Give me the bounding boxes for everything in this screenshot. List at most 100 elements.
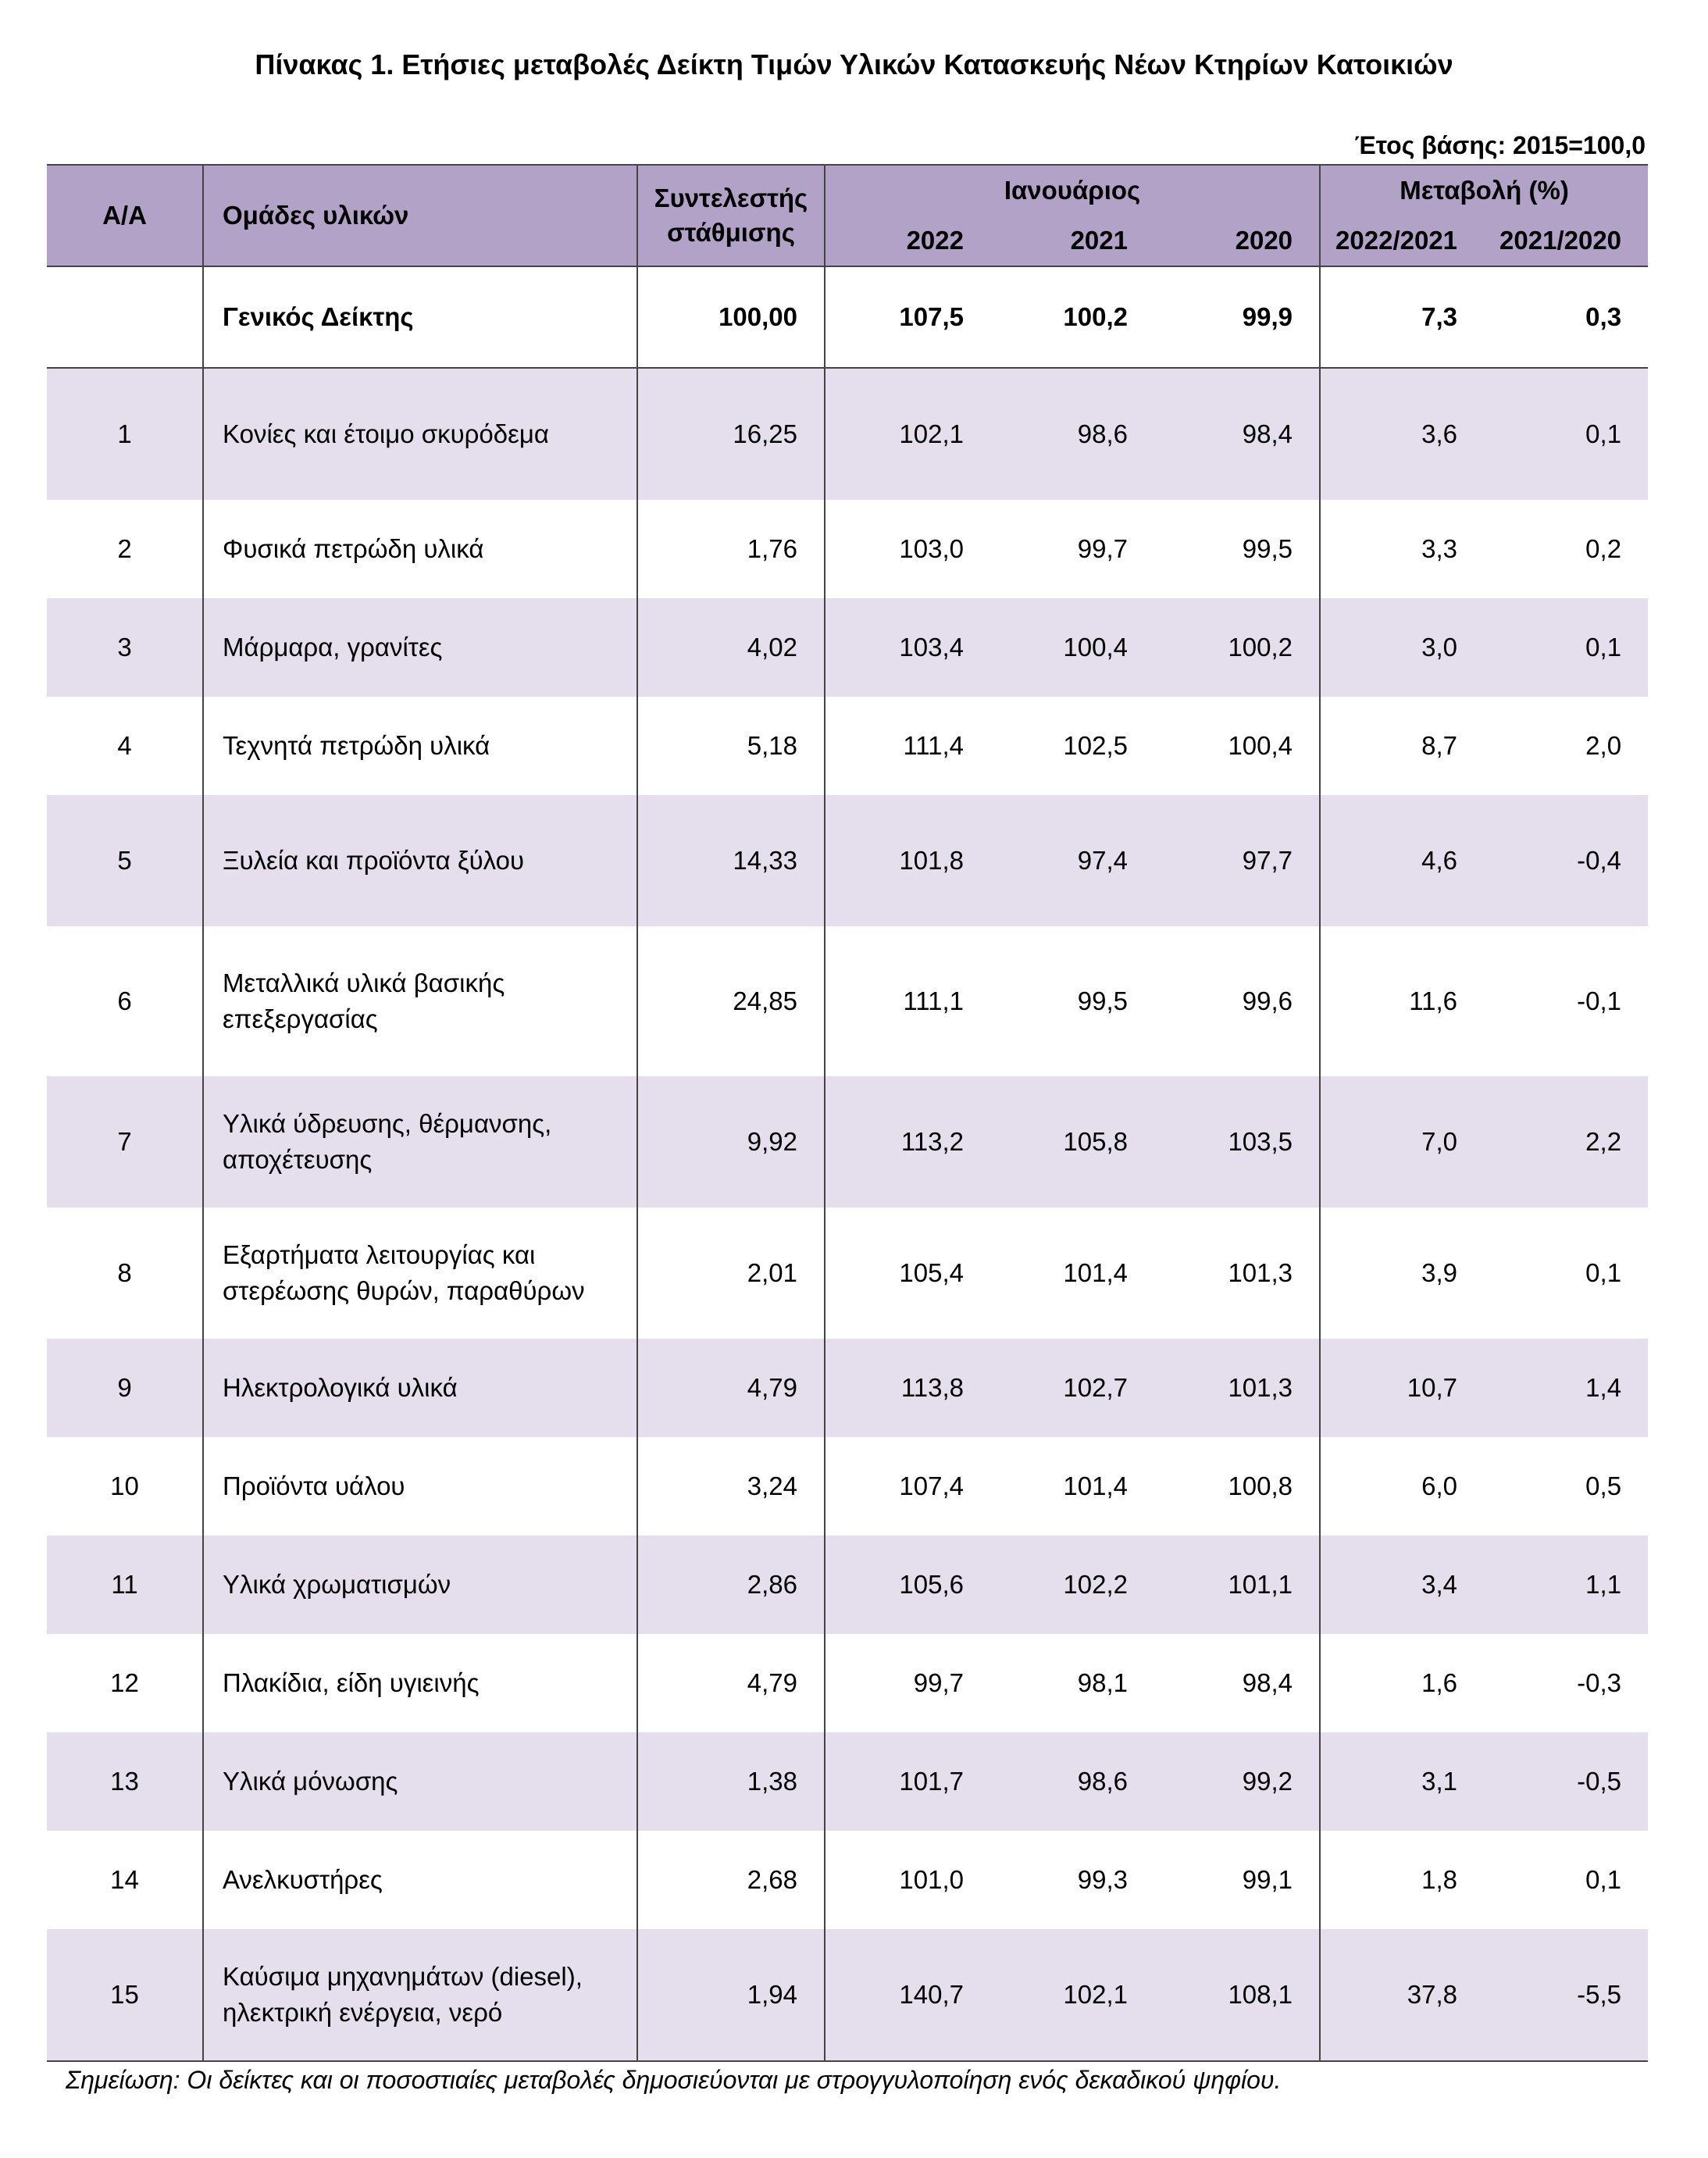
row-aa: 3 (47, 598, 203, 697)
row-change-2021-2020: 0,1 (1585, 1865, 1622, 1894)
table-row: 11 Υλικά χρωματισμών 2,86 105,6 102,2 101,1 3,… (47, 1536, 1649, 1634)
row-change-2022-2021: 6,0 (1319, 1437, 1485, 1536)
row-name: Φυσικά πετρώδη υλικά (202, 500, 637, 598)
row-change-2022-2021: 11,6 (1319, 926, 1485, 1076)
row-weight: 4,79 (636, 1634, 825, 1732)
row-2020: 99,2 (1154, 1732, 1321, 1831)
base-year-label: Έτος βάσης: 2015=100,0 (1354, 131, 1646, 159)
row-name-line1: Υλικά χρωματισμών (223, 1570, 451, 1599)
row-name-line1: Υλικά ύδρευσης, θέρμανσης, (223, 1109, 552, 1138)
row-2021: 105,8 (990, 1076, 1154, 1207)
row-aa: 2 (117, 534, 132, 563)
row-2022: 113,8 (824, 1339, 990, 1437)
general-change-2022-2021: 7,3 (1319, 266, 1485, 369)
row-name: Εξαρτήματα λειτουργίας και στερέωσης θυρώ… (202, 1207, 637, 1339)
table-row: 12 Πλακίδια, είδη υγιεινής 4,79 99,7 98,1 98,… (47, 1634, 1648, 1732)
header-aa: Α/Α (47, 165, 203, 266)
row-aa: 12 (110, 1668, 139, 1697)
row-name: Υλικά χρωματισμών (202, 1536, 637, 1634)
row-name: Ανελκυστήρες (202, 1831, 637, 1929)
header-change: Μεταβολή (%) (1319, 165, 1649, 216)
row-name: Πλακίδια, είδη υγιεινής (202, 1634, 637, 1732)
row-change-2022-2021: 3,6 (1319, 368, 1485, 500)
row-aa: 15 (47, 1929, 203, 2061)
row-name-line2: στερέωσης θυρών, παραθύρων (223, 1276, 585, 1305)
row-2022: 105,4 (824, 1207, 990, 1339)
row-change-2021-2020: 0,1 (1585, 1258, 1622, 1287)
table-row: 10 Προϊόντα υάλου 3,24 107,4 101,4 100,8 6,0 0,… (47, 1437, 1648, 1536)
row-name: Προϊόντα υάλου (202, 1437, 637, 1536)
row-weight: 2,68 (636, 1831, 825, 1929)
row-aa: 14 (110, 1865, 139, 1894)
row-aa: 7 (47, 1076, 203, 1207)
row-name: Καύσιμα μηχανημάτων (diesel), ηλεκτρική ε… (202, 1929, 637, 2061)
header-january: Ιανουάριος (823, 165, 1321, 216)
row-aa: 10 (110, 1471, 139, 1500)
general-weight: 100,00 (636, 266, 825, 369)
row-2021: 98,6 (990, 368, 1154, 500)
table-title: Πίνακας 1. Ετήσιες μεταβολές Δείκτη Τιμώ… (255, 48, 1453, 80)
table-row: 4 Τεχνητά πετρώδη υλικά 5,18 111,4 102,5 100,… (47, 697, 1648, 795)
row-2022: 103,4 (824, 598, 990, 697)
row-weight: 2,86 (636, 1536, 825, 1634)
row-2020: 101,3 (1228, 1258, 1293, 1287)
row-name-line1: Ανελκυστήρες (223, 1865, 383, 1894)
row-change-2021-2020: -0,3 (1577, 1668, 1622, 1697)
general-aa (47, 266, 203, 369)
table-row: 13 Υλικά μόνωσης 1,38 101,7 98,6 99,2 3,1 -0,5 (47, 1732, 1649, 1831)
header-weights: Συντελεστής στάθμισης (636, 165, 825, 266)
row-2020: 97,7 (1154, 795, 1321, 926)
general-index-row: Γενικός Δείκτης 100,00 107,5 100,2 99,9 … (47, 266, 1649, 369)
row-name-line1: Μεταλλικά υλικά βασικής (223, 968, 505, 997)
row-aa: 1 (47, 368, 203, 500)
general-name: Γενικός Δείκτης (202, 266, 637, 369)
row-weight: 24,85 (636, 926, 825, 1076)
row-change-2022-2021: 3,1 (1319, 1732, 1485, 1831)
table-row: 2 Φυσικά πετρώδη υλικά 1,76 103,0 99,7 99,5 3,… (47, 500, 1648, 598)
footnote: Σημείωση: Οι δείκτες και οι ποσοστιαίες … (66, 2066, 1282, 2094)
row-2020: 100,4 (1228, 731, 1293, 760)
row-weight: 2,01 (636, 1207, 825, 1339)
row-aa: 4 (117, 731, 132, 760)
row-weight: 14,33 (636, 795, 825, 926)
row-2022: 101,0 (824, 1831, 990, 1929)
row-change-2021-2020: 0,2 (1585, 534, 1622, 563)
header-change-2022-2021: 2022/2021 (1319, 216, 1485, 266)
row-2021: 102,2 (990, 1536, 1154, 1634)
row-change-2022-2021: 10,7 (1319, 1339, 1485, 1437)
table-row: 1 Κονίες και έτοιμο σκυρόδεμα 16,25 102,1 98… (47, 368, 1649, 500)
header-groups: Ομάδες υλικών (202, 165, 637, 266)
header-weights-line2: στάθμισης (667, 218, 795, 247)
row-2022: 113,2 (824, 1076, 990, 1207)
row-2020: 101,1 (1154, 1536, 1321, 1634)
row-change-2022-2021: 7,0 (1319, 1076, 1485, 1207)
row-name-line1: Εξαρτήματα λειτουργίας και (223, 1240, 536, 1269)
row-2021: 99,7 (1077, 534, 1128, 563)
row-name: Ξυλεία και προϊόντα ξύλου (202, 795, 637, 926)
row-change-2021-2020: 2,2 (1484, 1076, 1649, 1207)
row-change-2022-2021: 3,4 (1319, 1536, 1485, 1634)
row-name-line1: Κονίες και έτοιμο σκυρόδεμα (223, 419, 549, 448)
row-name: Υλικά μόνωσης (202, 1732, 637, 1831)
row-2020: 100,2 (1154, 598, 1321, 697)
row-2021: 99,3 (1077, 1865, 1128, 1894)
row-aa: 6 (117, 986, 132, 1015)
row-name-line2: επεξεργασίας (223, 1004, 378, 1033)
row-name-line1: Καύσιμα μηχανημάτων (diesel), (223, 1962, 583, 1991)
row-2021: 98,1 (1077, 1668, 1128, 1697)
table-row: 7 Υλικά ύδρευσης, θέρμανσης, αποχέτευσης 9,… (47, 1076, 1649, 1207)
row-2022: 101,8 (824, 795, 990, 926)
general-change-2021-2020: 0,3 (1484, 266, 1649, 369)
row-change-2021-2020: -0,1 (1577, 986, 1622, 1015)
row-2020: 101,3 (1154, 1339, 1321, 1437)
row-change-2021-2020: -0,5 (1484, 1732, 1649, 1831)
row-name: Ηλεκτρολογικά υλικά (202, 1339, 637, 1437)
row-change-2021-2020: -0,4 (1484, 795, 1649, 926)
row-aa: 13 (47, 1732, 203, 1831)
row-2022: 103,0 (824, 500, 990, 598)
row-aa: 11 (47, 1536, 203, 1634)
header-change-2021-2020: 2021/2020 (1484, 216, 1649, 266)
row-change-2021-2020: 1,4 (1484, 1339, 1649, 1437)
row-name: Μάρμαρα, γρανίτες (202, 598, 637, 697)
table-header: Α/Α Ομάδες υλικών Συντελεστής στάθμισης … (47, 165, 1649, 266)
